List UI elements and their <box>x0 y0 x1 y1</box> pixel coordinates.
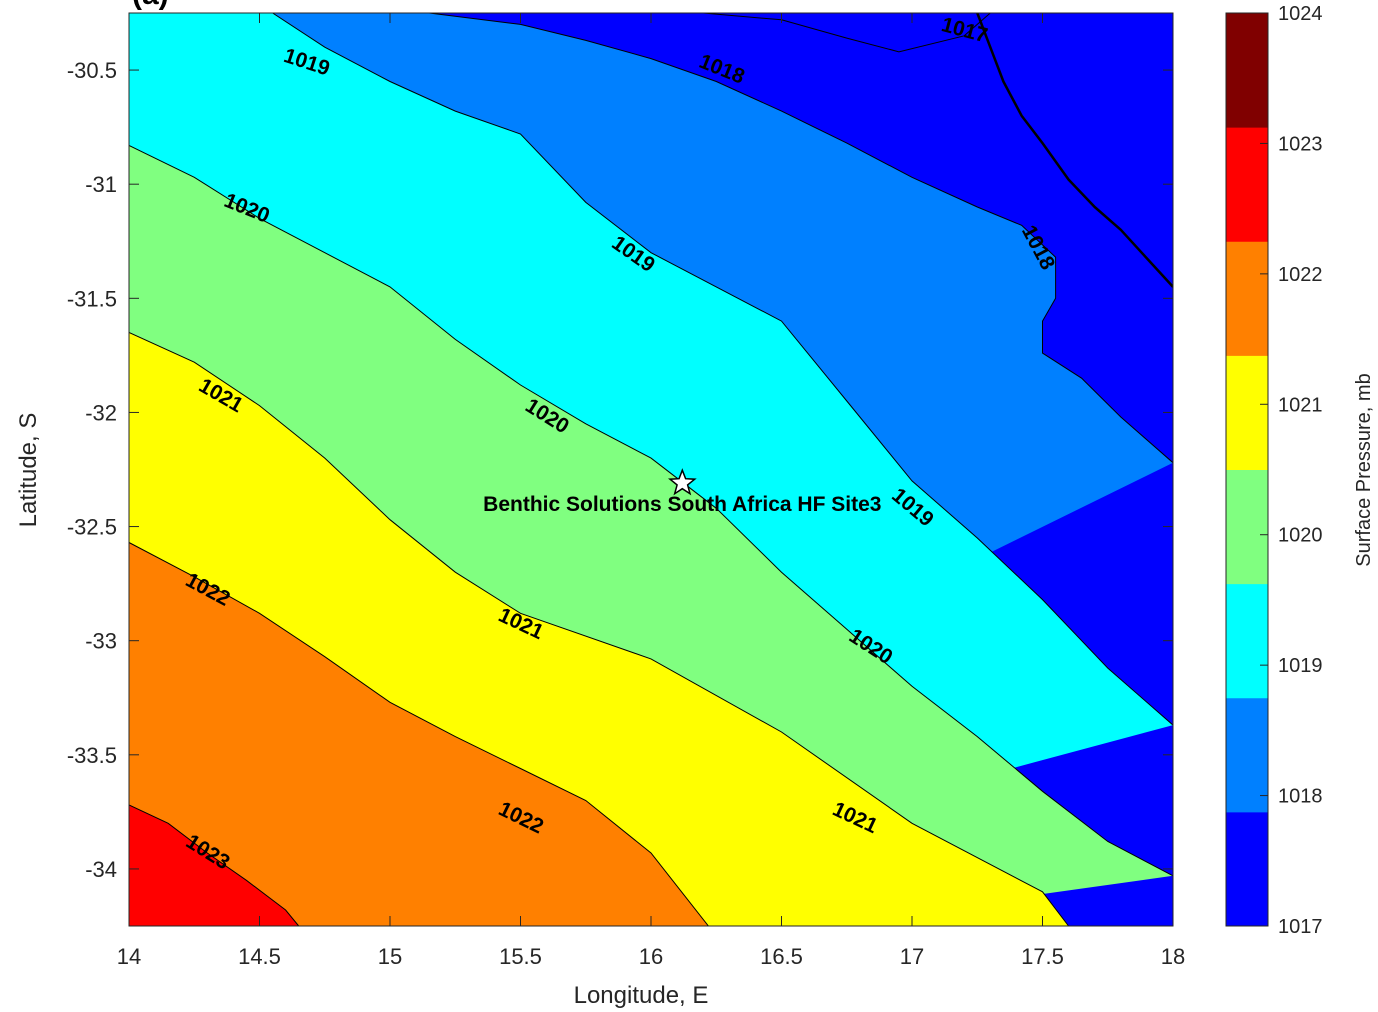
isobar-1023 <box>129 804 300 926</box>
colorbar-tick-label: 1017 <box>1278 916 1323 938</box>
site-star-icon <box>668 468 697 496</box>
colorbar-tick-label: 1024 <box>1278 3 1323 25</box>
isobar-1019 <box>272 13 1173 726</box>
y-axis-ticks: -30.5 -31 -31.5 -32 -32.5 -33 -33.5 -34 <box>67 58 1173 882</box>
x-tick-label: 15 <box>378 944 402 969</box>
band-1023 <box>129 805 299 926</box>
x-axis-ticks: 14 14.5 15 15.5 16 16.5 17 17.5 18 <box>117 13 1185 969</box>
x-tick-label: 15.5 <box>499 944 542 969</box>
x-tick-label: 14.5 <box>238 944 281 969</box>
y-tick-label: -33 <box>85 629 117 654</box>
colorbar-block-1019 <box>1226 583 1268 699</box>
colorbar-block-1022 <box>1226 241 1268 356</box>
site-marker-group: Benthic Solutions South Africa HF Site3 <box>483 468 881 516</box>
chart-title: (a) <box>132 0 169 11</box>
isobar-1017 <box>703 13 991 53</box>
x-axis-label: Longitude, E <box>574 982 709 1009</box>
x-tick-label: 17 <box>900 944 924 969</box>
colorbar-block-1017 <box>1226 811 1268 927</box>
colorbar-tick-label: 1023 <box>1278 133 1323 155</box>
colorbar-label: Surface Pressure, mb <box>1353 373 1375 566</box>
colorbar-tick-label: 1020 <box>1278 525 1323 547</box>
y-tick-label: -30.5 <box>67 58 117 83</box>
isobar-1021 <box>129 332 1069 926</box>
isobar-1018 <box>429 13 1173 464</box>
y-tick-label: -34 <box>85 857 117 882</box>
colorbar-block-1020 <box>1226 469 1268 585</box>
y-tick-label: -32.5 <box>67 515 117 540</box>
y-tick-label: -31 <box>85 172 117 197</box>
band-1022 <box>129 542 709 926</box>
isobar-1020 <box>129 144 1173 877</box>
y-tick-label: -32 <box>85 400 117 425</box>
contour-fills <box>129 13 1173 926</box>
colorbar-frame <box>1225 12 1269 927</box>
x-tick-label: 14 <box>117 944 141 969</box>
colorbar-tick-label: 1021 <box>1278 394 1323 416</box>
x-tick-label: 17.5 <box>1021 944 1064 969</box>
isobar-1022 <box>129 542 709 926</box>
site-label: Benthic Solutions South Africa HF Site3 <box>483 493 881 516</box>
colorbar-tick-label: 1022 <box>1278 264 1323 286</box>
x-tick-label: 16.5 <box>760 944 803 969</box>
x-tick-label: 18 <box>1161 944 1185 969</box>
colorbar-tick-label: 1019 <box>1278 655 1323 677</box>
y-axis-label: Latitude, S <box>15 413 42 528</box>
contour-lines <box>129 13 1173 926</box>
colorbar-block-1023 <box>1226 127 1268 242</box>
coastline <box>976 13 1173 288</box>
y-tick-label: -31.5 <box>67 286 117 311</box>
colorbar-tick-label: 1018 <box>1278 786 1323 808</box>
colorbar-block-1018 <box>1226 697 1268 813</box>
colorbar-block-1021 <box>1226 355 1268 470</box>
x-tick-label: 16 <box>639 944 663 969</box>
colorbar-block-1024 <box>1226 13 1268 128</box>
coastline-main <box>976 13 1173 288</box>
colorbar: 1017 1018 1019 1020 1021 1022 1023 1024 <box>1225 3 1323 938</box>
y-tick-label: -33.5 <box>67 743 117 768</box>
